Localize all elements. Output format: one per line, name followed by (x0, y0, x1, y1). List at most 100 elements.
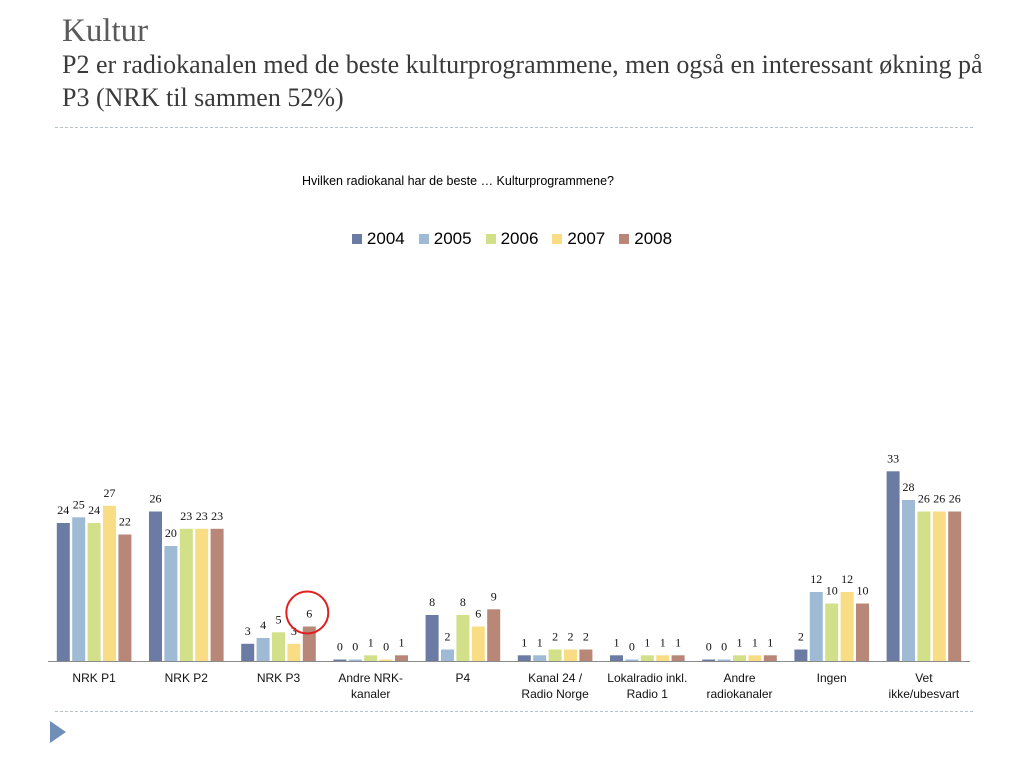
data-label: 3 (291, 624, 297, 638)
bar-2006 (179, 528, 193, 662)
bar-2008 (948, 511, 962, 661)
bar-2007 (379, 659, 393, 661)
category-label: Andre NRK- (338, 671, 403, 685)
data-label: 1 (399, 635, 405, 649)
data-label: 2 (552, 630, 558, 644)
bar-2005 (256, 638, 270, 661)
data-label: 9 (491, 589, 497, 603)
bar-2006 (733, 655, 746, 662)
bar-2008 (210, 528, 224, 662)
data-label: 1 (737, 635, 743, 649)
category-label: NRK P1 (72, 671, 116, 685)
bar-2007 (287, 643, 301, 662)
bar-2004 (241, 643, 255, 662)
bar-2005 (625, 659, 639, 661)
legend-item-2006: 2006 (485, 229, 538, 249)
bar-2004 (517, 655, 531, 662)
data-label: 0 (706, 640, 712, 654)
bar-2004 (794, 649, 808, 661)
bar-2004 (886, 471, 900, 662)
slide-subtitle: P2 er radiokanalen med de beste kulturpr… (62, 50, 983, 112)
data-label: 24 (88, 503, 100, 517)
bar-2004 (56, 523, 70, 661)
bar-2005 (348, 659, 362, 661)
bar-2005 (902, 500, 915, 661)
bar-2007 (748, 655, 762, 662)
category-label: Ingen (817, 671, 847, 685)
data-label: 12 (841, 572, 853, 586)
bar-2007 (564, 649, 577, 661)
data-label: 1 (644, 635, 650, 649)
bar-2005 (809, 592, 823, 661)
data-label: 26 (918, 492, 930, 506)
category-label: Andre (723, 671, 755, 685)
bar-2007 (103, 505, 116, 662)
data-label: 3 (245, 624, 251, 638)
bar-2007 (471, 626, 485, 661)
data-label: 1 (521, 635, 527, 649)
data-label: 24 (57, 503, 69, 517)
legend-swatch (552, 234, 563, 244)
bottom-divider (55, 711, 973, 712)
bar-2008 (395, 655, 408, 662)
data-label: 27 (104, 486, 116, 500)
bar-2004 (702, 659, 716, 661)
data-label: 1 (537, 635, 543, 649)
data-label: 8 (429, 595, 435, 609)
data-label: 22 (119, 515, 131, 529)
data-label: 12 (810, 572, 822, 586)
legend-item-2004: 2004 (351, 229, 405, 249)
bar-2006 (825, 603, 839, 661)
data-label: 1 (675, 635, 681, 649)
data-label: 1 (752, 635, 758, 649)
bar-2008 (579, 649, 593, 661)
category-label: Kanal 24 / (528, 671, 583, 685)
data-label: 0 (352, 640, 358, 654)
bar-2008 (118, 534, 132, 661)
legend-swatch (351, 234, 362, 244)
data-label: 0 (383, 640, 389, 654)
data-label: 0 (337, 640, 343, 654)
bar-2006 (548, 649, 562, 661)
legend-label: 2007 (567, 229, 606, 248)
data-label: 33 (887, 451, 899, 465)
data-label: 26 (933, 492, 945, 506)
category-label: radiokanaler (706, 687, 772, 701)
bar-2005 (533, 655, 547, 662)
data-label: 10 (857, 584, 869, 598)
bar-2006 (640, 655, 654, 662)
chart-title: Hvilken radiokanal har de beste … Kultur… (302, 174, 614, 188)
next-slide-arrow-icon[interactable] (50, 721, 66, 743)
bar-2006 (456, 615, 470, 661)
bar-2008 (763, 655, 777, 662)
bar-2006 (87, 523, 101, 661)
bar-2006 (917, 511, 931, 661)
slide-title: Kultur P2 er radiokanalen med de beste k… (62, 14, 992, 114)
legend-swatch (619, 234, 630, 244)
category-label: Vet (915, 671, 933, 685)
bar-2004 (610, 655, 623, 662)
data-label: 1 (767, 635, 773, 649)
data-label: 20 (165, 526, 177, 540)
bar-2007 (656, 655, 670, 662)
legend-item-2008: 2008 (619, 229, 672, 249)
bar-2004 (425, 615, 439, 661)
chart-legend: 2004 2005 2006 2007 2008 (0, 229, 1024, 249)
top-divider (55, 127, 973, 128)
data-label: 23 (211, 509, 223, 523)
data-label: 23 (180, 509, 192, 523)
bar-2004 (149, 511, 162, 661)
data-label: 0 (721, 640, 727, 654)
legend-swatch (485, 234, 496, 244)
data-label: 2 (583, 630, 589, 644)
data-label: 0 (629, 640, 635, 654)
data-label: 1 (368, 635, 374, 649)
bar-2008 (671, 655, 685, 662)
category-label: Radio Norge (521, 687, 589, 701)
bar-2007 (840, 592, 854, 661)
category-label: kanaler (351, 687, 390, 701)
highlight-circle (285, 590, 330, 635)
bar-2005 (72, 517, 86, 662)
bar-2006 (272, 632, 285, 662)
